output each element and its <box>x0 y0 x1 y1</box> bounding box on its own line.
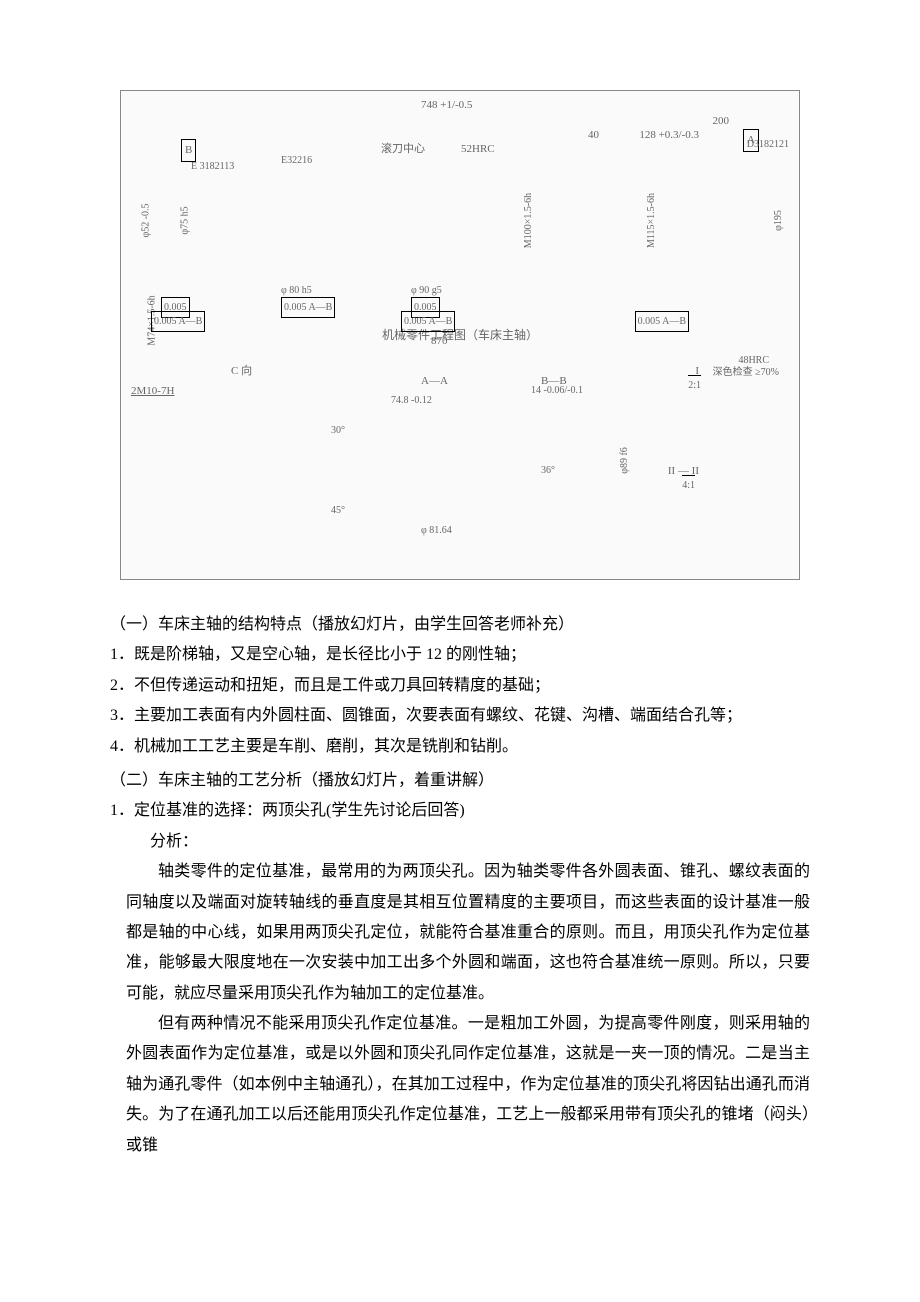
bb-14: 14 -0.06/-0.1 <box>531 381 583 400</box>
section1-title: （一）车床主轴的结构特点（播放幻灯片，由学生回答老师补充） <box>110 610 810 640</box>
dim-right-section: 200 <box>713 111 730 132</box>
dim-40: 40 <box>588 125 599 146</box>
bb-dia: φ89 f6 <box>615 447 634 474</box>
dim-128: 128 +0.3/-0.3 <box>639 125 699 146</box>
s2-analysis-label: 分析： <box>110 827 810 857</box>
dia-75h5: φ75 h5 <box>176 206 195 234</box>
gdnt-6: 0.005 A—B <box>635 311 689 332</box>
dim-870: 870 <box>431 331 448 352</box>
section-ii-scale: 4:1 <box>682 475 695 495</box>
callout-gun-center: 滚刀中心 <box>381 139 425 160</box>
aa-hole: φ 81.64 <box>421 521 452 540</box>
dim-overall-length: 748 +1/-0.5 <box>421 95 472 116</box>
section2-title: （二）车床主轴的工艺分析（播放幻灯片，着重讲解） <box>110 766 810 796</box>
gdnt-5: 0.005 A—B <box>401 311 455 332</box>
s1-item2: 2．不但传递运动和扭矩，而且是工件或刀具回转精度的基础； <box>110 671 810 701</box>
section-i-scale: 2:1 <box>688 375 701 395</box>
callout-d-right: D3182121 <box>747 135 789 154</box>
section-aa: A—A <box>421 371 448 392</box>
s2-item1: 1．定位基准的选择：两顶尖孔(学生先讨论后回答) <box>110 796 810 826</box>
gdnt-3: 0.005 A—B <box>281 297 335 318</box>
angle-45: 45° <box>331 501 345 520</box>
angle-30: 30° <box>331 421 345 440</box>
gdnt-2: 0.005 A—B <box>151 311 205 332</box>
callout-e-mid: E32216 <box>281 151 312 170</box>
engineering-drawing: 机械零件工程图（车床主轴） 748 +1/-0.5 200 128 +0.3/-… <box>120 90 800 580</box>
s1-item4: 4．机械加工工艺主要是车削、磨削，其次是铣削和钻削。 <box>110 732 810 762</box>
dia-195: φ195 <box>769 210 788 231</box>
s1-item3: 3．主要加工表面有内外圆柱面、圆锥面，次要表面有螺纹、花键、沟槽、端面结合孔等； <box>110 701 810 731</box>
s1-item1: 1．既是阶梯轴，又是空心轴，是长径比小于 12 的刚性轴； <box>110 640 810 670</box>
bolt-thread: 2M10-7H <box>131 381 174 402</box>
dia-52: φ52 -0.5 <box>137 203 156 237</box>
callout-52hrc: 52HRC <box>461 139 495 160</box>
s2-para2: 但有两种情况不能采用顶尖孔作定位基准。一是粗加工外圆，为提高零件刚度，则采用轴的… <box>126 1009 810 1161</box>
thread-m115: M115×1.5-6h <box>642 193 661 248</box>
callout-color-check: 深色检查 ≥70% <box>713 363 779 382</box>
s2-para1: 轴类零件的定位基准，最常用的为两顶尖孔。因为轴类零件各外圆表面、锥孔、螺纹表面的… <box>126 857 810 1009</box>
callout-e-left: E 3182113 <box>191 157 234 176</box>
bb-36: 36° <box>541 461 555 480</box>
section-c-view: C 向 <box>231 361 252 382</box>
aa-74-8: 74.8 -0.12 <box>391 391 432 410</box>
thread-m100: M100×1.5-6h <box>519 193 538 248</box>
